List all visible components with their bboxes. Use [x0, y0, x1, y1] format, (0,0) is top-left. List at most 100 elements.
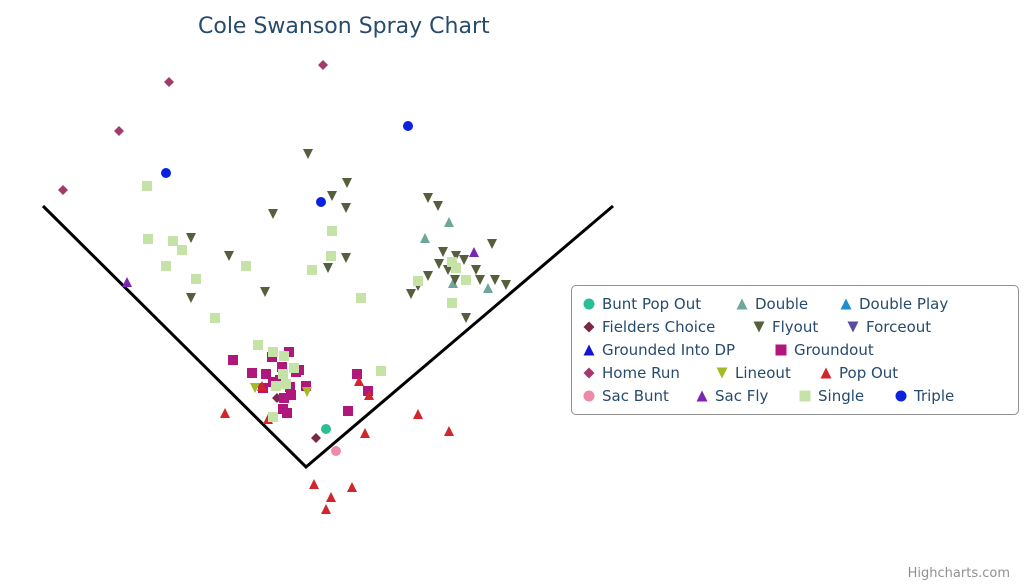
- point-pop-out[interactable]: [321, 504, 331, 514]
- point-triple[interactable]: [161, 168, 171, 178]
- point-groundout[interactable]: [352, 369, 362, 379]
- point-double[interactable]: [444, 217, 454, 227]
- legend-label: Pop Out: [839, 364, 899, 382]
- point-single[interactable]: [279, 351, 289, 361]
- point-groundout[interactable]: [301, 381, 311, 391]
- point-flyout[interactable]: [450, 275, 460, 285]
- credits-link[interactable]: Highcharts.com: [907, 566, 1010, 581]
- point-single[interactable]: [327, 226, 337, 236]
- point-single[interactable]: [376, 366, 386, 376]
- point-single[interactable]: [461, 275, 471, 285]
- point-flyout[interactable]: [341, 203, 351, 213]
- point-groundout[interactable]: [247, 368, 257, 378]
- point-flyout[interactable]: [443, 265, 453, 275]
- point-flyout[interactable]: [461, 313, 471, 323]
- legend-symbol-fielders-choice: [583, 321, 595, 333]
- point-flyout[interactable]: [433, 201, 443, 211]
- point-double[interactable]: [483, 283, 493, 293]
- point-single[interactable]: [447, 257, 457, 267]
- legend-label: Groundout: [794, 341, 874, 359]
- legend-label: Triple: [914, 387, 955, 405]
- point-flyout[interactable]: [323, 263, 333, 273]
- point-flyout[interactable]: [260, 287, 270, 297]
- point-flyout[interactable]: [224, 251, 234, 261]
- point-pop-out[interactable]: [309, 479, 319, 489]
- point-sac-fly[interactable]: [122, 277, 132, 287]
- point-pop-out[interactable]: [347, 482, 357, 492]
- point-pop-out[interactable]: [354, 376, 364, 386]
- point-single[interactable]: [413, 276, 423, 286]
- point-groundout[interactable]: [343, 406, 353, 416]
- point-single[interactable]: [268, 347, 278, 357]
- point-single[interactable]: [268, 412, 278, 422]
- point-groundout[interactable]: [277, 362, 287, 372]
- point-groundout[interactable]: [363, 386, 373, 396]
- point-flyout[interactable]: [501, 280, 511, 290]
- point-single[interactable]: [271, 381, 281, 391]
- point-flyout[interactable]: [341, 253, 351, 263]
- point-triple[interactable]: [403, 121, 413, 131]
- point-home-run[interactable]: [318, 60, 328, 70]
- point-groundout[interactable]: [275, 375, 285, 385]
- point-single[interactable]: [210, 313, 220, 323]
- point-single[interactable]: [278, 369, 288, 379]
- point-double[interactable]: [420, 233, 430, 243]
- point-flyout[interactable]: [423, 193, 433, 203]
- point-flyout[interactable]: [438, 247, 448, 257]
- point-single[interactable]: [241, 261, 251, 271]
- point-flyout[interactable]: [459, 255, 469, 265]
- point-flyout[interactable]: [471, 265, 481, 275]
- point-home-run[interactable]: [58, 185, 68, 195]
- point-single[interactable]: [326, 251, 336, 261]
- point-flyout[interactable]: [303, 149, 313, 159]
- point-groundout[interactable]: [228, 355, 238, 365]
- point-triple[interactable]: [316, 197, 326, 207]
- point-groundout[interactable]: [282, 408, 292, 418]
- point-single[interactable]: [143, 234, 153, 244]
- point-flyout[interactable]: [268, 209, 278, 219]
- point-pop-out[interactable]: [364, 390, 374, 400]
- point-fielders-choice[interactable]: [311, 433, 321, 443]
- point-home-run[interactable]: [164, 77, 174, 87]
- point-single[interactable]: [289, 363, 299, 373]
- point-single[interactable]: [281, 379, 291, 389]
- point-flyout[interactable]: [434, 259, 444, 269]
- point-lineout[interactable]: [250, 383, 260, 393]
- point-flyout[interactable]: [186, 233, 196, 243]
- point-single[interactable]: [253, 340, 263, 350]
- point-double[interactable]: [448, 278, 458, 288]
- point-flyout[interactable]: [423, 271, 433, 281]
- point-flyout[interactable]: [490, 275, 500, 285]
- point-pop-out[interactable]: [360, 428, 370, 438]
- point-single[interactable]: [168, 236, 178, 246]
- point-flyout[interactable]: [451, 251, 461, 261]
- point-groundout[interactable]: [286, 390, 296, 400]
- point-bunt-pop-out[interactable]: [321, 424, 331, 434]
- point-single[interactable]: [356, 293, 366, 303]
- point-groundout[interactable]: [279, 393, 289, 403]
- point-single[interactable]: [177, 245, 187, 255]
- point-single[interactable]: [451, 263, 461, 273]
- point-pop-out[interactable]: [220, 408, 230, 418]
- point-pop-out[interactable]: [413, 409, 423, 419]
- point-flyout[interactable]: [487, 239, 497, 249]
- point-flyout[interactable]: [475, 275, 485, 285]
- point-flyout[interactable]: [406, 289, 416, 299]
- point-pop-out[interactable]: [326, 492, 336, 502]
- point-home-run[interactable]: [114, 126, 124, 136]
- point-single[interactable]: [191, 274, 201, 284]
- point-single[interactable]: [307, 265, 317, 275]
- point-flyout[interactable]: [342, 178, 352, 188]
- point-flyout[interactable]: [327, 191, 337, 201]
- legend-label: Bunt Pop Out: [602, 295, 702, 313]
- point-single[interactable]: [142, 181, 152, 191]
- point-single[interactable]: [447, 298, 457, 308]
- point-lineout[interactable]: [302, 387, 312, 397]
- point-sac-fly[interactable]: [469, 247, 479, 257]
- point-pop-out[interactable]: [257, 381, 267, 391]
- point-pop-out[interactable]: [444, 426, 454, 436]
- point-groundout[interactable]: [261, 369, 271, 379]
- point-single[interactable]: [161, 261, 171, 271]
- point-flyout[interactable]: [186, 293, 196, 303]
- point-sac-bunt[interactable]: [331, 446, 341, 456]
